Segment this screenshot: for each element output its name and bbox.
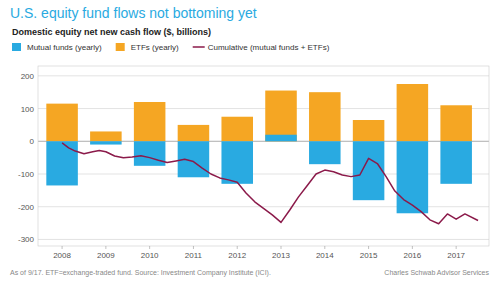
y-tick-label: -200 — [18, 203, 35, 212]
x-tick-label: 2016 — [403, 251, 421, 260]
x-tick-label: 2013 — [272, 251, 290, 260]
legend-swatch — [193, 46, 205, 48]
y-tick-label: 0 — [30, 137, 35, 146]
bar — [397, 84, 429, 141]
grid — [38, 76, 489, 240]
bar — [265, 135, 297, 142]
x-tick — [412, 246, 413, 249]
legend-label: ETFs (yearly) — [131, 43, 179, 52]
legend: Mutual funds (yearly) ETFs (yearly) Cumula… — [12, 43, 330, 52]
source: Charles Schwab Advisor Services — [384, 269, 489, 276]
x-tick — [281, 246, 282, 249]
y-tick-label: -300 — [18, 235, 35, 244]
bar — [178, 125, 210, 141]
y-tick-label: 200 — [21, 72, 35, 81]
x-tick — [62, 246, 63, 249]
x-tick-label: 2015 — [360, 251, 378, 260]
x-tick — [105, 246, 106, 249]
x-tick — [368, 246, 369, 249]
plot-frame — [38, 66, 489, 246]
legend-swatch — [12, 43, 21, 51]
chart: U.S. equity fund flows not bottoming yet… — [0, 0, 499, 281]
bar — [221, 141, 253, 184]
marks — [46, 84, 478, 224]
legend-label: Cumulative (mutual funds + ETFs) — [208, 43, 330, 52]
bar — [265, 91, 297, 142]
x-tick — [193, 246, 194, 249]
bar — [353, 141, 385, 200]
bar — [134, 102, 166, 141]
x-tick-label: 2008 — [53, 251, 71, 260]
bar-series — [46, 84, 472, 141]
grid-line — [38, 75, 489, 76]
bar — [46, 141, 78, 185]
grid-line — [38, 239, 489, 240]
bar — [309, 141, 341, 164]
x-tick-label: 2012 — [228, 251, 246, 260]
title: U.S. equity fund flows not bottoming yet — [10, 5, 257, 21]
x-tick-label: 2010 — [141, 251, 159, 260]
legend-swatch — [116, 43, 125, 51]
bar — [440, 141, 472, 184]
bar — [134, 141, 166, 166]
y-tick-label: 100 — [21, 105, 35, 114]
x-tick-label: 2011 — [185, 251, 203, 260]
x-tick-label: 2014 — [316, 251, 334, 260]
legend-label: Mutual funds (yearly) — [27, 43, 102, 52]
x-tick — [456, 246, 457, 249]
bar — [90, 141, 122, 144]
x-tick — [237, 246, 238, 249]
x-tick — [149, 246, 150, 249]
subtitle: Domestic equity net new cash flow ($, bi… — [12, 27, 211, 37]
bar — [353, 120, 385, 141]
x-tick — [324, 246, 325, 249]
y-tick-label: -100 — [18, 170, 35, 179]
bar — [46, 104, 78, 142]
bar — [90, 131, 122, 141]
bar — [440, 105, 472, 141]
x-tick-label: 2009 — [97, 251, 115, 260]
bar — [221, 117, 253, 142]
line — [62, 143, 478, 224]
bar — [397, 141, 429, 213]
footnote: As of 9/17. ETF=exchange-traded fund. So… — [10, 269, 271, 277]
x-tick-label: 2017 — [447, 251, 465, 260]
bar — [309, 92, 341, 141]
